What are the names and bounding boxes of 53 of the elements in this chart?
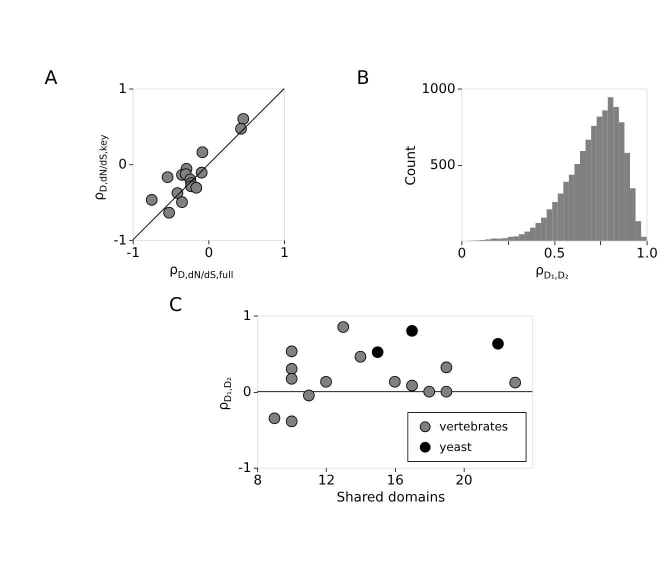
point: [320, 376, 332, 388]
y-axis-title: ρD₁,D₂: [216, 376, 234, 410]
point: [163, 206, 175, 219]
point: [509, 376, 521, 388]
y-tick-label: -1: [114, 233, 127, 248]
x-tick-label: 12: [318, 474, 335, 489]
point: [196, 146, 208, 158]
x-tick-label: 0.5: [544, 246, 566, 262]
point: [389, 376, 401, 388]
point: [176, 196, 188, 208]
y-axis-title: ρD,dN/dS,key: [92, 134, 110, 200]
x-tick-label: 16: [386, 474, 404, 489]
point: [372, 346, 384, 358]
y-axis-title: Count: [404, 146, 419, 186]
x-tick-label: 0: [204, 246, 214, 261]
x-tick-label: 8: [253, 474, 262, 489]
point: [440, 386, 452, 398]
y-tick-label: 1000: [422, 82, 456, 97]
point: [162, 171, 174, 183]
y-tick-label: 1: [242, 308, 252, 324]
x-tick-label: 1: [280, 246, 289, 261]
x-axis-title: Shared domains: [336, 490, 446, 506]
y-tick-label: -1: [238, 461, 252, 476]
point: [303, 390, 315, 402]
point: [354, 350, 366, 363]
y-tick-label: 0: [118, 158, 127, 173]
point: [146, 194, 158, 206]
chart-title: C: [168, 294, 182, 316]
point: [196, 166, 208, 178]
point: [337, 321, 350, 333]
legend-label: vertebrates: [439, 420, 508, 434]
x-tick-label: 0: [458, 246, 466, 262]
point: [286, 372, 298, 385]
point: [406, 380, 418, 392]
point: [423, 386, 436, 398]
chart-title: B: [356, 66, 370, 89]
legend-label: yeast: [439, 440, 472, 454]
point: [286, 416, 298, 428]
x-tick-label: 1.0: [636, 246, 658, 262]
x-tick-label: 20: [455, 474, 473, 489]
point: [440, 362, 452, 374]
y-tick-label: 1: [118, 82, 127, 97]
y-tick-label: 500: [430, 158, 456, 174]
point: [235, 122, 247, 135]
point: [286, 363, 298, 375]
point: [190, 182, 202, 194]
point: [268, 412, 280, 424]
point: [492, 338, 504, 350]
point: [286, 346, 298, 358]
point: [406, 325, 418, 337]
point: [237, 113, 250, 125]
chart-title: A: [44, 66, 58, 89]
y-tick-label: 0: [242, 385, 252, 400]
